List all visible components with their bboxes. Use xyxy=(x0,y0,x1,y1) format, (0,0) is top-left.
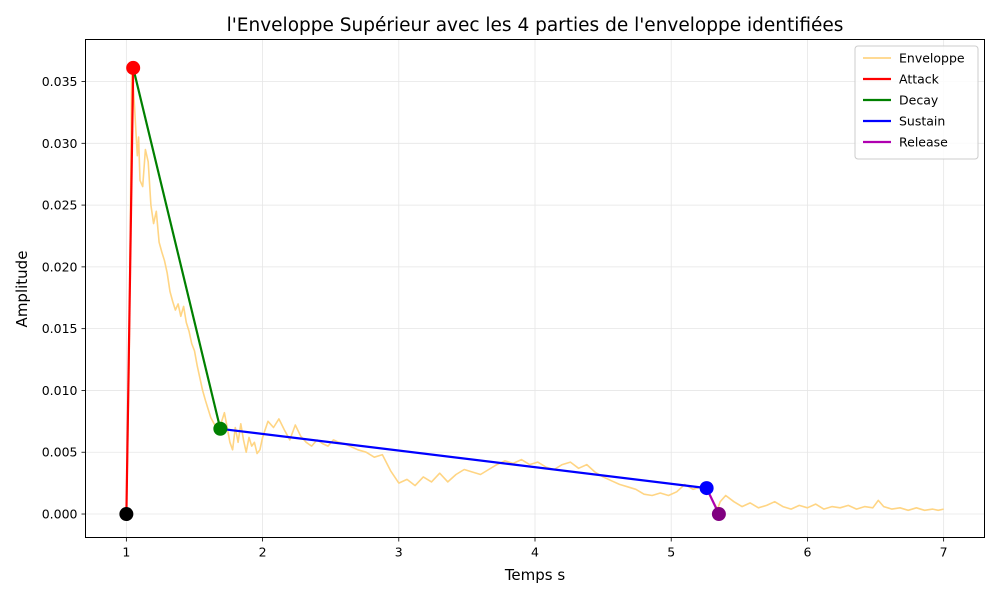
series-line-attack xyxy=(125,67,135,515)
x-ticks: 1 2 3 4 5 6 7 xyxy=(122,537,948,560)
grid xyxy=(85,39,985,538)
y-tick-label: 0.030 xyxy=(42,136,78,151)
legend-label: Release xyxy=(899,135,948,150)
x-tick-label: 7 xyxy=(940,545,948,560)
y-tick-label: 0.015 xyxy=(42,321,78,336)
x-tick-label: 3 xyxy=(395,545,403,560)
legend-label: Enveloppe xyxy=(899,51,965,66)
y-tick-label: 0.035 xyxy=(42,74,78,89)
y-axis-label: Amplitude xyxy=(13,251,31,328)
legend-box xyxy=(854,45,979,160)
phase-marker xyxy=(213,421,228,436)
chart-title: l'Enveloppe Supérieur avec les 4 parties… xyxy=(227,15,844,36)
series-line-enveloppe xyxy=(125,60,944,515)
legend-label: Attack xyxy=(899,72,940,87)
series-line-sustain xyxy=(220,427,707,490)
y-tick-label: 0.025 xyxy=(42,198,78,213)
phase-marker xyxy=(711,507,726,522)
phase-marker xyxy=(119,507,134,522)
legend: Enveloppe Attack Decay Sustain Release xyxy=(854,45,979,160)
x-tick-label: 6 xyxy=(803,545,811,560)
x-tick-label: 4 xyxy=(531,545,539,560)
plot-markers xyxy=(119,60,726,522)
y-ticks: 0.000 0.005 0.010 0.015 0.020 0.025 0.030 0.035 xyxy=(42,74,86,522)
legend-label: Sustain xyxy=(899,114,945,129)
y-tick-label: 0.010 xyxy=(42,383,78,398)
x-tick-label: 2 xyxy=(259,545,267,560)
x-axis-label: Temps s xyxy=(504,566,566,584)
y-tick-label: 0.000 xyxy=(42,507,78,522)
phase-marker xyxy=(699,481,714,496)
phase-marker xyxy=(126,60,141,75)
x-tick-label: 5 xyxy=(667,545,675,560)
y-tick-label: 0.020 xyxy=(42,259,78,274)
legend-label: Decay xyxy=(899,93,939,108)
x-tick-label: 1 xyxy=(122,545,130,560)
y-tick-label: 0.005 xyxy=(42,445,78,460)
series-line-decay xyxy=(132,67,222,430)
plot-lines xyxy=(125,60,944,515)
